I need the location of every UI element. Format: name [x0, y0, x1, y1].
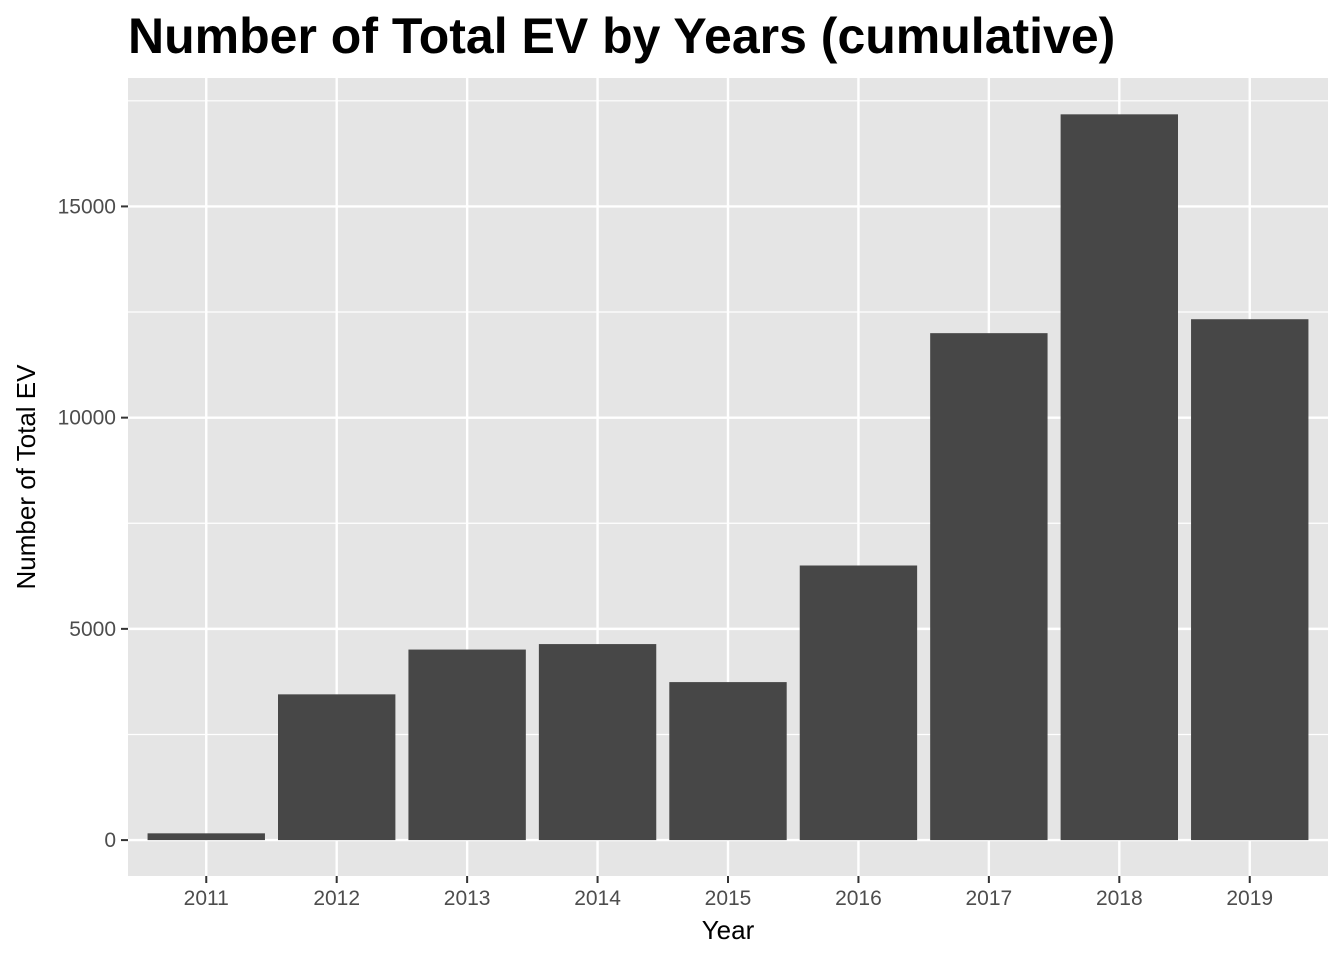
x-tick-label: 2013 — [444, 887, 491, 910]
x-axis-title: Year — [702, 915, 755, 945]
x-tick-label: 2012 — [313, 887, 360, 910]
bar-2017 — [930, 333, 1048, 841]
x-tick-label: 2014 — [574, 887, 621, 910]
bar-2011 — [147, 833, 265, 841]
bar-2015 — [669, 682, 787, 841]
x-tick-label: 2019 — [1226, 887, 1273, 910]
x-tick-label: 2018 — [1096, 887, 1143, 910]
y-tick-label: 15000 — [58, 195, 116, 218]
y-tick-label: 10000 — [58, 407, 116, 430]
y-axis-title: Number of Total EV — [11, 364, 41, 590]
x-tick-label: 2016 — [835, 887, 882, 910]
chart-title: Number of Total EV by Years (cumulative) — [128, 8, 1116, 64]
y-tick-label: 5000 — [69, 618, 116, 641]
bar-2012 — [278, 694, 396, 841]
y-axis: 0 5000 10000 15000 — [58, 195, 128, 852]
bar-2014 — [538, 644, 657, 841]
x-axis: 2011 2012 2013 2014 2015 2016 2017 2018 2019 — [184, 876, 1273, 910]
bar-2013 — [408, 649, 526, 841]
x-tick-label: 2011 — [184, 887, 229, 910]
bar-2018 — [1060, 114, 1178, 841]
bars — [147, 114, 1309, 841]
bar-2019 — [1191, 319, 1309, 841]
x-tick-label: 2015 — [705, 887, 752, 910]
bar-2016 — [799, 565, 918, 841]
y-tick-label: 0 — [104, 829, 116, 852]
x-tick-label: 2017 — [966, 887, 1013, 910]
